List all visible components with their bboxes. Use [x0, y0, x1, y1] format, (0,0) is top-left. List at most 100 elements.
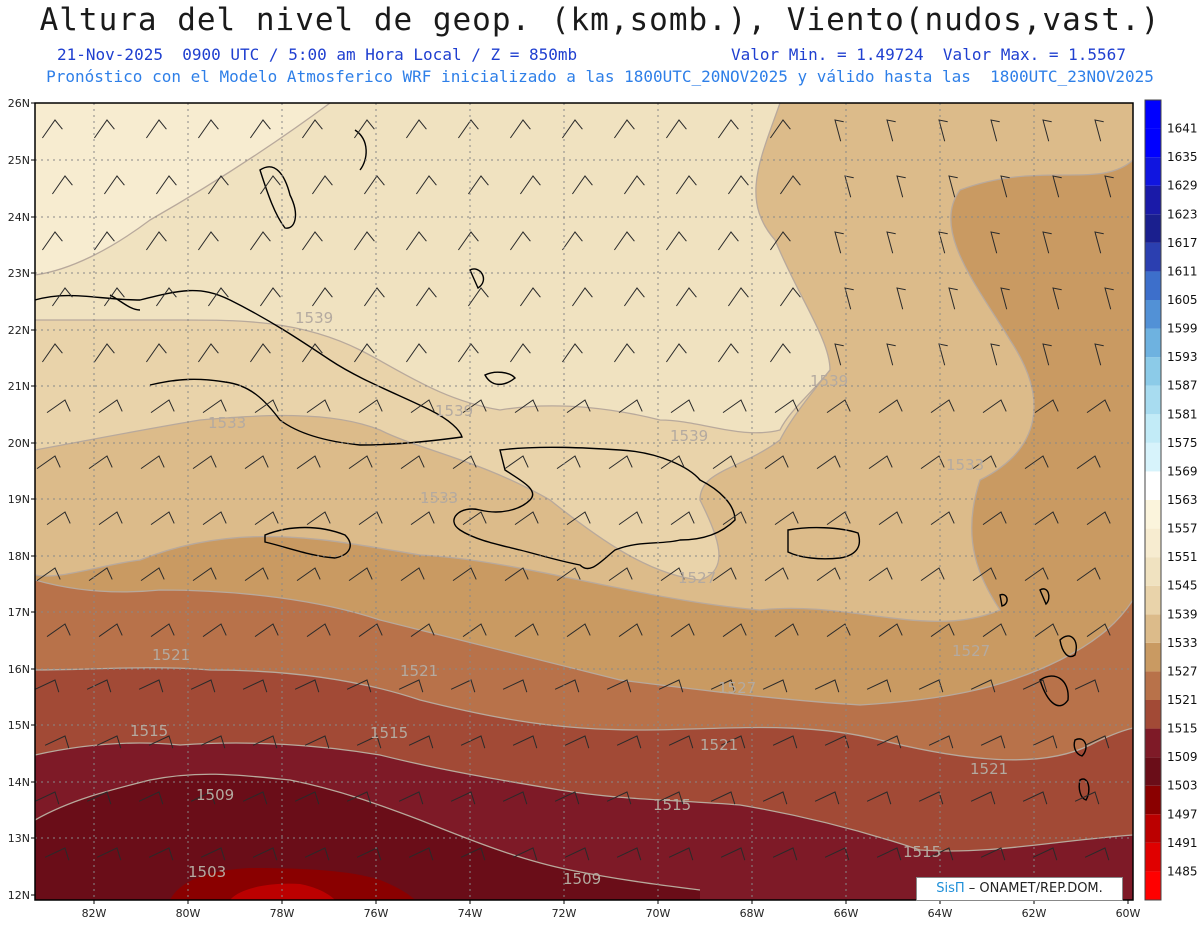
- wind-barb: [972, 455, 997, 470]
- wind-barb: [462, 399, 487, 414]
- wind-barb: [296, 567, 321, 582]
- wind-barb: [866, 679, 892, 693]
- wind-barb: [457, 343, 479, 363]
- cuba-coast: [35, 289, 463, 446]
- wind-barb: [564, 735, 590, 749]
- wind-barb: [720, 847, 746, 861]
- colorbar-level-label: 1617: [1167, 236, 1198, 250]
- colorbar-swatch: [1145, 242, 1161, 272]
- contour-label: 1521: [970, 760, 1008, 778]
- colorbar-level-label: 1521: [1167, 693, 1198, 707]
- wind-barb: [1104, 175, 1114, 198]
- wind-barb: [564, 847, 590, 861]
- wind-barb: [566, 399, 591, 414]
- contour-label: 1533: [208, 414, 246, 432]
- wind-barb: [514, 623, 539, 638]
- colorbar-swatch: [1145, 357, 1161, 386]
- wind-barb: [96, 735, 122, 749]
- wind-barb: [353, 119, 375, 139]
- wind-barb: [1042, 343, 1052, 366]
- wind-barb: [467, 175, 489, 195]
- lat-label: 21N: [8, 380, 30, 393]
- wind-barb: [244, 567, 269, 582]
- wind-barb: [1084, 735, 1110, 749]
- wind-barb: [928, 847, 954, 861]
- wind-barb: [826, 511, 851, 526]
- wind-barb: [779, 175, 801, 195]
- credit-text: – ONAMET/REP.DOM.: [968, 881, 1103, 896]
- wind-barb: [400, 455, 425, 470]
- wind-barb: [930, 511, 955, 526]
- wind-barb: [86, 791, 112, 805]
- colorbar: 1485 1491 1497 1503 1509 1515 1521 1527 1533 1539…: [1144, 99, 1198, 901]
- lon-label: 80W: [176, 907, 201, 920]
- wind-barb: [868, 567, 893, 582]
- lon-label: 78W: [270, 907, 295, 920]
- wind-barb: [346, 791, 372, 805]
- wind-barb: [512, 735, 538, 749]
- lon-label: 72W: [552, 907, 577, 920]
- wind-barb: [616, 735, 642, 749]
- wind-barb: [1034, 623, 1059, 638]
- wind-barb: [140, 455, 165, 470]
- colorbar-level-label: 1545: [1167, 579, 1198, 593]
- contour-label: 1533: [946, 456, 984, 474]
- wind-barb: [519, 175, 541, 195]
- band-1503: [35, 774, 700, 900]
- jamaica-coast: [264, 526, 351, 559]
- wind-barb: [408, 847, 434, 861]
- wind-barb: [150, 399, 175, 414]
- wind-barb: [665, 119, 687, 139]
- wind-barb: [304, 847, 330, 861]
- wind-barb: [197, 343, 219, 363]
- wind-barb: [613, 231, 635, 251]
- wind-barb: [509, 343, 531, 363]
- wind-barb: [358, 511, 383, 526]
- colorbar-swatch: [1145, 214, 1161, 243]
- wind-barb: [51, 175, 73, 195]
- colorbar-swatch: [1145, 157, 1161, 186]
- wind-barb: [358, 399, 383, 414]
- band-1551: [35, 103, 330, 275]
- wind-barb: [200, 735, 226, 749]
- wind-barb: [670, 511, 695, 526]
- wind-barb: [356, 847, 382, 861]
- wind-barb: [826, 399, 851, 414]
- wind-barb: [938, 119, 948, 142]
- wind-barb: [41, 119, 63, 139]
- wind-barb: [769, 119, 791, 139]
- lat-label: 18N: [8, 550, 30, 563]
- coastlines: [35, 129, 1090, 801]
- lon-label: 62W: [1022, 907, 1047, 920]
- wind-barb: [93, 343, 115, 363]
- min-value: Valor Min. = 1.49724: [731, 45, 924, 64]
- wind-barb: [356, 735, 382, 749]
- wind-barb: [616, 847, 642, 861]
- model-info-line: Pronóstico con el Modelo Atmosferico WRF…: [46, 67, 1154, 86]
- wind-barb: [88, 567, 113, 582]
- contour-label: 1515: [370, 724, 408, 742]
- colorbar-level-label: 1551: [1167, 550, 1198, 564]
- wind-barb: [514, 399, 539, 414]
- wind-barb: [103, 175, 125, 195]
- wind-barb: [990, 231, 1000, 254]
- wind-barb: [46, 623, 71, 638]
- wind-barb: [98, 511, 123, 526]
- lon-label: 74W: [458, 907, 483, 920]
- lon-label: 70W: [646, 907, 671, 920]
- wind-barb: [972, 567, 997, 582]
- wind-barb: [1086, 511, 1111, 526]
- contour-label: 1503: [188, 863, 226, 881]
- wind-barb: [242, 791, 268, 805]
- wind-barb: [886, 119, 896, 142]
- contour-label: 1521: [700, 736, 738, 754]
- wind-barb: [1074, 791, 1100, 805]
- colorbar-level-label: 1641: [1167, 122, 1198, 136]
- colorbar-swatch: [1145, 185, 1161, 215]
- colorbar-swatch: [1145, 528, 1161, 558]
- wind-barb: [311, 287, 333, 307]
- wind-barb: [722, 623, 747, 638]
- wind-barb: [618, 623, 643, 638]
- colorbar-level-label: 1503: [1167, 779, 1198, 793]
- lat-label: 19N: [8, 493, 30, 506]
